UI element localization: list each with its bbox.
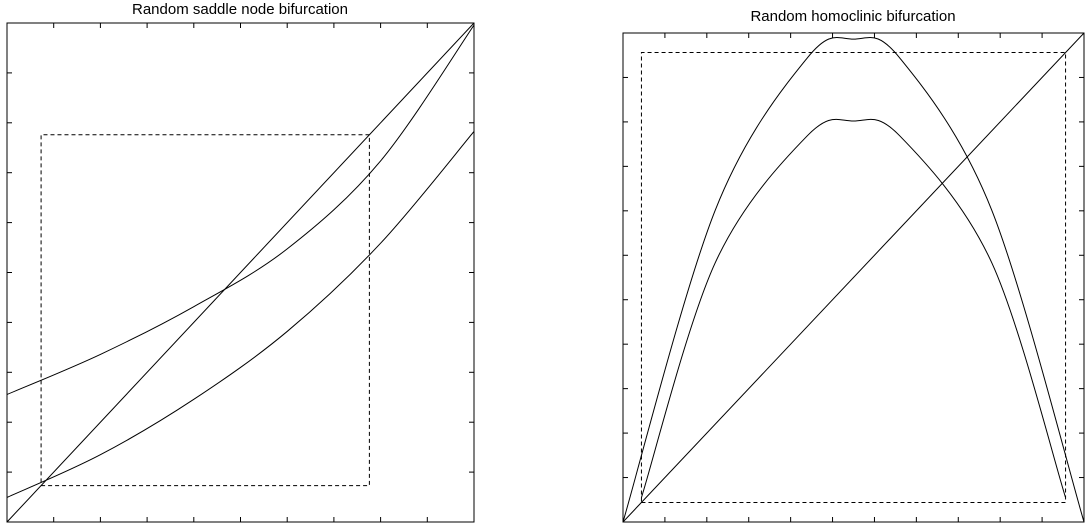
curve-series-0 <box>7 23 474 522</box>
dashed-box-series <box>640 52 1067 503</box>
chart-title: Random saddle node bifurcation <box>132 1 348 18</box>
curve-series-0 <box>623 33 1084 522</box>
curve-series-2 <box>640 118 1067 498</box>
saddle-node-chart: Random saddle node bifurcation <box>6 1 475 523</box>
curve-series-2 <box>7 131 474 498</box>
curve-series-1 <box>623 37 1084 522</box>
axes-frame <box>622 32 1085 523</box>
homoclinic-chart: Random homoclinic bifurcation <box>622 8 1085 523</box>
curve-series-1 <box>7 24 474 395</box>
dashed-box-series <box>40 134 370 487</box>
chart-title: Random homoclinic bifurcation <box>750 8 955 25</box>
